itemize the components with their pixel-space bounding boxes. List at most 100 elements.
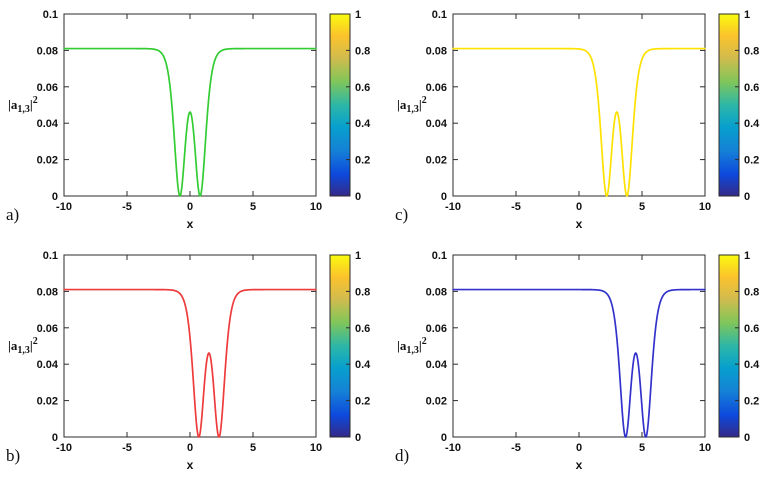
- subplot-d: -10 -5 0 5 10 0 0.02 0.04 0.06 0.08 0.1 x |a1,3|2 d) 0…: [389, 241, 779, 482]
- y-axis-label: |a1,3|2: [8, 95, 38, 115]
- y-tick-label: 0.02: [426, 155, 447, 167]
- colorbar-tick-label: 0.6: [744, 323, 759, 335]
- colorbar: [718, 13, 740, 197]
- x-tick-label: 5: [639, 442, 645, 454]
- colorbar-tick-label: 0.2: [355, 155, 370, 167]
- y-tick-label: 0.1: [43, 250, 58, 262]
- colorbar-tick-label: 0: [744, 432, 750, 444]
- y-tick-label: 0.08: [426, 286, 447, 298]
- x-tick-label: 10: [699, 201, 711, 213]
- colorbar-tick-label: 0: [355, 191, 361, 203]
- colorbar-tick-label: 0.8: [744, 286, 759, 298]
- x-tick-label: 0: [576, 201, 582, 213]
- y-tick-label: 0.04: [37, 118, 59, 130]
- y-tick-label: 0: [441, 432, 447, 444]
- y-axis-label: |a1,3|2: [397, 336, 427, 356]
- x-tick-label: 10: [310, 201, 322, 213]
- colorbar: [329, 254, 351, 438]
- x-tick-label: 0: [187, 442, 193, 454]
- x-tick-label: 0: [187, 201, 193, 213]
- axes-box: [452, 254, 706, 438]
- soliton-curve: [63, 47, 317, 197]
- y-tick-label: 0.02: [37, 155, 58, 167]
- x-tick-label: 5: [250, 442, 256, 454]
- colorbar-tick-label: 1: [355, 9, 361, 21]
- y-tick-label: 0.04: [426, 118, 448, 130]
- x-axis-label: x: [187, 458, 194, 472]
- y-tick-label: 0.06: [426, 323, 447, 335]
- y-tick-label: 0.02: [37, 396, 58, 408]
- plot-a: -10 -5 0 5 1000.020.040.060.080.1x|a1,3|2a)0…: [6, 9, 371, 231]
- colorbar-tick-label: 0: [744, 191, 750, 203]
- panel-label: d): [395, 446, 409, 465]
- soliton-curve: [452, 288, 706, 438]
- x-tick-label: -5: [122, 442, 132, 454]
- y-tick-label: 0: [441, 191, 447, 203]
- y-tick-label: 0: [52, 191, 58, 203]
- colorbar: [329, 13, 351, 197]
- colorbar-tick-label: 1: [355, 250, 361, 262]
- y-axis-label: |a1,3|2: [397, 95, 427, 115]
- colorbar-tick-label: 0.2: [744, 396, 759, 408]
- x-tick-label: 5: [639, 201, 645, 213]
- x-tick-label: -5: [511, 442, 521, 454]
- x-tick-label: -10: [56, 201, 72, 213]
- y-tick-label: 0.04: [426, 359, 448, 371]
- colorbar-tick-label: 0.4: [355, 118, 371, 130]
- colorbar-tick-label: 0.2: [744, 155, 759, 167]
- x-tick-label: -10: [445, 201, 461, 213]
- colorbar-tick-label: 0.6: [355, 323, 370, 335]
- plot-c: -10 -5 0 5 1000.020.040.060.080.1x|a1,3|2c)0…: [395, 9, 760, 231]
- colorbar-tick-label: 0.2: [355, 396, 370, 408]
- x-tick-label: 0: [576, 442, 582, 454]
- y-tick-label: 0.06: [37, 323, 58, 335]
- x-axis-label: x: [187, 217, 194, 231]
- y-axis-label: |a1,3|2: [8, 336, 38, 356]
- y-tick-label: 0.08: [37, 45, 58, 57]
- y-tick-label: 0.06: [426, 82, 447, 94]
- colorbar-tick-label: 0.4: [744, 118, 760, 130]
- x-tick-label: -5: [511, 201, 521, 213]
- x-axis-label: x: [576, 458, 583, 472]
- y-tick-label: 0.06: [37, 82, 58, 94]
- x-tick-label: 5: [250, 201, 256, 213]
- axes-box: [452, 13, 706, 197]
- x-tick-label: 10: [699, 442, 711, 454]
- colorbar-tick-label: 1: [744, 250, 750, 262]
- subplot-a: -10 -5 0 5 10 0 0.02 0.04 0.06 0.08 0.1 x |a1,3|2 a) 0…: [0, 0, 389, 241]
- x-tick-label: -5: [122, 201, 132, 213]
- colorbar-tick-label: 0.8: [355, 286, 370, 298]
- colorbar-tick-label: 1: [744, 9, 750, 21]
- panel-label: c): [395, 205, 408, 224]
- colorbar-tick-label: 0.6: [355, 82, 370, 94]
- y-tick-label: 0.02: [426, 396, 447, 408]
- plot-b: -10 -5 0 5 1000.020.040.060.080.1x|a1,3|2b)0…: [6, 250, 371, 472]
- y-tick-label: 0.1: [432, 9, 447, 21]
- panel-label: b): [6, 446, 20, 465]
- x-tick-label: 10: [310, 442, 322, 454]
- soliton-curve: [452, 47, 706, 197]
- y-tick-label: 0.08: [426, 45, 447, 57]
- soliton-curve: [63, 288, 317, 438]
- subplot-b: -10 -5 0 5 10 0 0.02 0.04 0.06 0.08 0.1 x |a1,3|2 b) 0…: [0, 241, 389, 482]
- colorbar: [718, 254, 740, 438]
- y-tick-label: 0.08: [37, 286, 58, 298]
- x-axis-label: x: [576, 217, 583, 231]
- x-tick-label: -10: [56, 442, 72, 454]
- subplot-c: -10 -5 0 5 10 0 0.02 0.04 0.06 0.08 0.1 x |a1,3|2 c) 0…: [389, 0, 779, 241]
- colorbar-tick-label: 0.4: [355, 359, 371, 371]
- colorbar-tick-label: 0.8: [744, 45, 759, 57]
- y-tick-label: 0.1: [432, 250, 447, 262]
- colorbar-tick-label: 0.8: [355, 45, 370, 57]
- colorbar-tick-label: 0.6: [744, 82, 759, 94]
- y-tick-label: 0: [52, 432, 58, 444]
- x-tick-label: -10: [445, 442, 461, 454]
- colorbar-tick-label: 0: [355, 432, 361, 444]
- axes-box: [63, 13, 317, 197]
- y-tick-label: 0.04: [37, 359, 59, 371]
- y-tick-label: 0.1: [43, 9, 58, 21]
- panel-label: a): [6, 205, 19, 224]
- plot-d: -10 -5 0 5 1000.020.040.060.080.1x|a1,3|2d)0…: [395, 250, 760, 472]
- colorbar-tick-label: 0.4: [744, 359, 760, 371]
